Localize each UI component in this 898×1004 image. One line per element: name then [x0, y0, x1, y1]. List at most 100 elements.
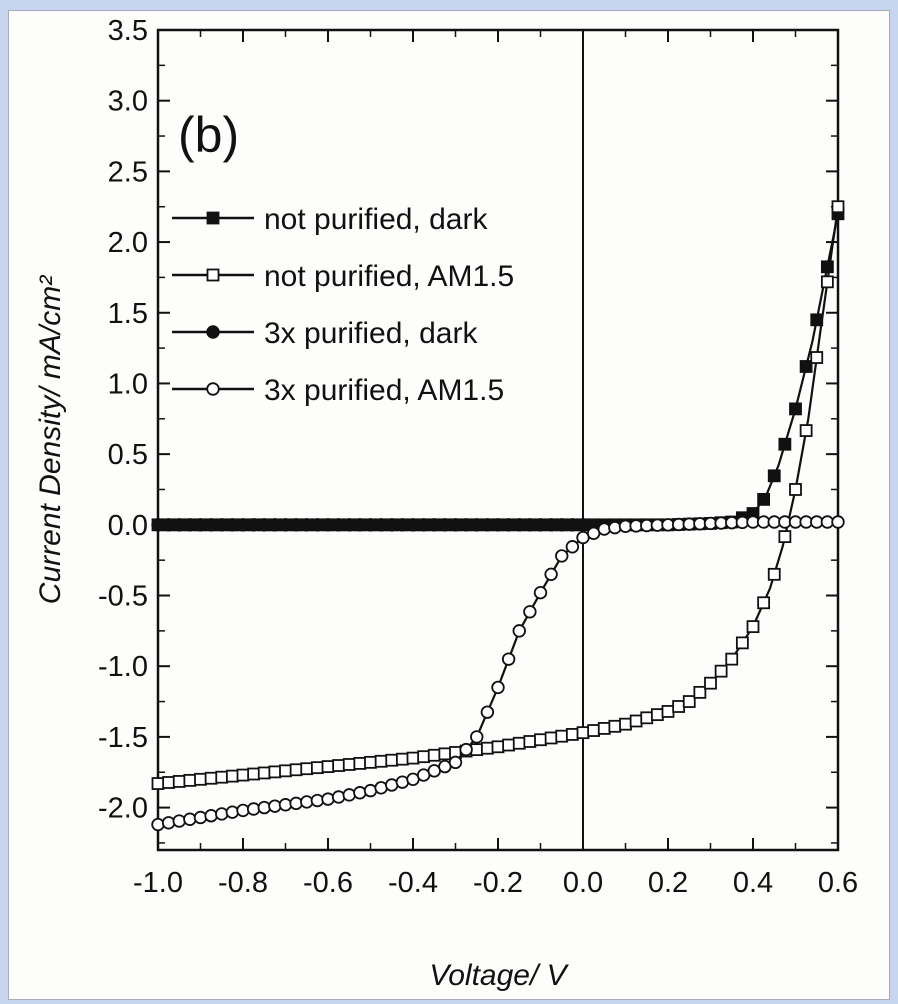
- y-tick-label: 2.0: [108, 227, 148, 259]
- data-point: [576, 518, 590, 532]
- data-point: [470, 730, 484, 744]
- data-point: [257, 800, 271, 815]
- x-tick-label: 0.0: [563, 867, 603, 899]
- y-tick-label: 2.5: [108, 156, 148, 188]
- panel-label: (b): [178, 107, 239, 163]
- x-tick-label: -1.0: [133, 867, 183, 899]
- plot-area: [156, 28, 840, 852]
- data-point: [480, 705, 495, 719]
- data-point: [459, 742, 473, 757]
- data-point: [746, 620, 760, 634]
- x-tick-label: 0.4: [733, 867, 773, 899]
- series-2: [151, 518, 590, 532]
- legend-marker: [206, 325, 220, 339]
- x-tick-label: 0.2: [648, 867, 688, 899]
- data-point: [417, 750, 431, 764]
- legend-marker: [206, 382, 220, 396]
- data-point: [246, 802, 261, 816]
- data-point: [151, 817, 165, 832]
- legend-label: 3x purified, AM1.5: [264, 374, 504, 407]
- data-point: [151, 777, 165, 790]
- data-point: [789, 402, 802, 416]
- data-point: [544, 567, 558, 582]
- data-point: [565, 728, 579, 741]
- figure-frame: [8, 10, 890, 1000]
- y-tick-label: -2.0: [98, 793, 148, 825]
- data-point: [278, 798, 293, 812]
- data-point: [778, 530, 792, 544]
- data-point: [279, 764, 292, 778]
- series-1: [151, 200, 845, 790]
- data-point: [480, 741, 494, 755]
- data-point: [353, 757, 367, 770]
- x-tick-label: -0.2: [473, 867, 523, 899]
- data-point: [576, 726, 590, 740]
- legend-label: not purified, AM1.5: [264, 260, 514, 293]
- data-point: [364, 755, 377, 769]
- legend-marker: [206, 268, 220, 282]
- data-point: [289, 763, 303, 777]
- data-point: [704, 676, 717, 690]
- data-point: [523, 605, 537, 619]
- data-point: [672, 700, 686, 713]
- data-point: [342, 788, 356, 802]
- legend-item: not purified, dark: [172, 203, 488, 236]
- y-tick-label: 1.5: [108, 298, 148, 330]
- data-point: [268, 799, 282, 813]
- data-point: [331, 790, 346, 804]
- x-tick-label: -0.8: [218, 867, 268, 899]
- data-point: [183, 812, 197, 826]
- data-point: [215, 807, 229, 821]
- data-point: [448, 755, 463, 770]
- y-tick-label: 1.0: [108, 368, 148, 400]
- data-point: [757, 596, 771, 610]
- data-point: [161, 816, 176, 830]
- data-point: [597, 722, 611, 735]
- data-point: [491, 740, 505, 754]
- legend-label: 3x purified, dark: [264, 317, 478, 350]
- data-point: [778, 437, 792, 451]
- y-tick-label: 3.0: [108, 86, 148, 118]
- data-point: [565, 540, 580, 554]
- x-tick-label: -0.6: [303, 867, 353, 899]
- data-point: [831, 515, 845, 529]
- data-point: [204, 809, 218, 823]
- data-point: [194, 772, 207, 786]
- data-point: [661, 705, 675, 718]
- data-point: [650, 708, 664, 722]
- data-point: [693, 685, 707, 699]
- data-point: [523, 735, 537, 748]
- data-point: [300, 762, 314, 776]
- data-point: [321, 792, 335, 806]
- y-tick-label: -1.0: [98, 651, 148, 683]
- legend-item: 3x purified, AM1.5: [172, 374, 504, 407]
- data-point: [789, 483, 802, 496]
- data-point: [310, 761, 324, 775]
- data-point: [735, 636, 749, 650]
- data-point: [300, 795, 314, 809]
- data-point: [162, 776, 176, 789]
- data-point: [799, 424, 813, 437]
- data-point: [501, 652, 516, 666]
- data-point: [321, 760, 335, 773]
- data-point: [395, 752, 409, 766]
- x-axis-title: Voltage/ V: [429, 959, 569, 992]
- y-axis-title: Current Density/ mA/cm²: [34, 275, 67, 604]
- legend: not purified, dark not purified, AM1.5 3x …: [172, 203, 514, 407]
- data-point: [757, 492, 771, 506]
- y-tick-label: 0.0: [108, 510, 148, 542]
- data-point: [502, 738, 516, 752]
- data-point: [767, 469, 781, 483]
- data-point: [512, 624, 526, 638]
- data-point: [629, 714, 643, 728]
- data-point: [619, 717, 632, 731]
- data-point: [714, 664, 728, 678]
- data-point: [682, 695, 696, 708]
- data-point: [225, 805, 240, 819]
- data-point: [555, 729, 569, 743]
- series-0: [151, 207, 845, 532]
- data-point: [225, 769, 239, 783]
- data-point: [597, 522, 611, 536]
- data-point: [767, 567, 781, 581]
